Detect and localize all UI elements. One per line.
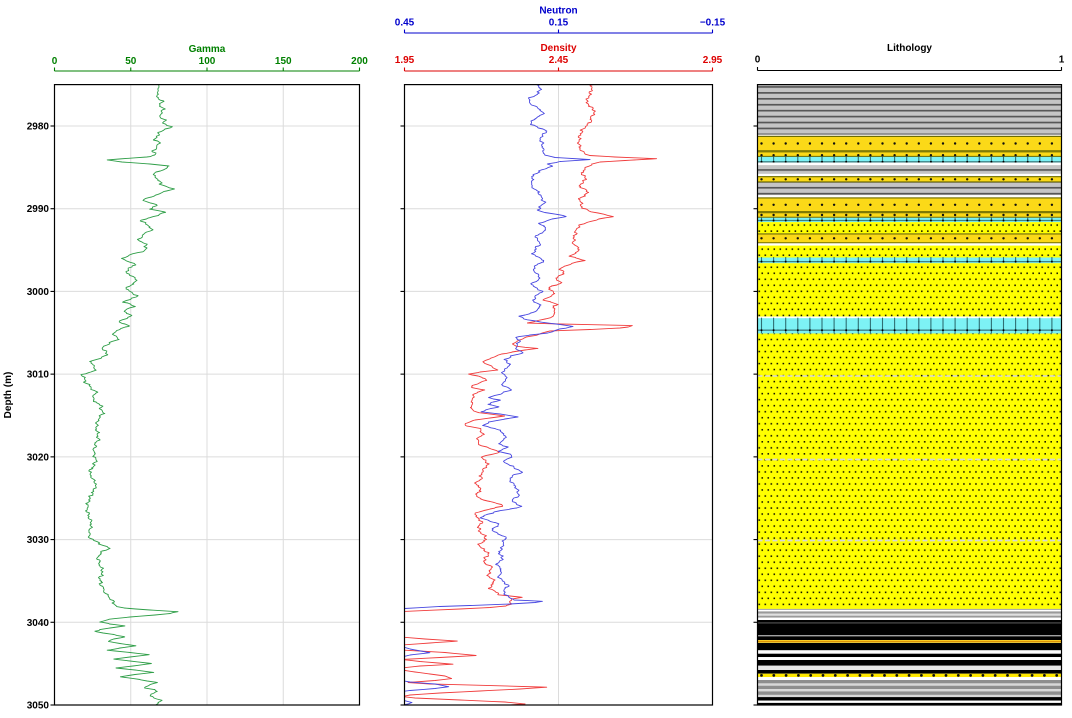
svg-text:3020: 3020 — [27, 452, 50, 463]
svg-text:50: 50 — [125, 56, 137, 67]
svg-text:0: 0 — [755, 55, 761, 66]
svg-text:2990: 2990 — [27, 204, 50, 215]
svg-text:3050: 3050 — [27, 701, 50, 712]
svg-text:3040: 3040 — [27, 618, 50, 629]
svg-text:100: 100 — [199, 56, 216, 67]
svg-text:0.15: 0.15 — [549, 18, 569, 29]
svg-text:150: 150 — [275, 56, 292, 67]
svg-text:Neutron: Neutron — [539, 6, 577, 17]
svg-text:2.45: 2.45 — [549, 55, 569, 66]
svg-text:Lithology: Lithology — [887, 43, 932, 54]
svg-text:−0.15: −0.15 — [700, 18, 726, 29]
svg-text:0: 0 — [52, 56, 58, 67]
svg-text:3010: 3010 — [27, 370, 50, 381]
svg-text:Gamma: Gamma — [189, 44, 226, 55]
svg-text:1.95: 1.95 — [395, 55, 415, 66]
svg-text:0.45: 0.45 — [395, 18, 415, 29]
svg-text:Depth (m): Depth (m) — [3, 372, 14, 419]
svg-text:200: 200 — [351, 56, 368, 67]
svg-text:2.95: 2.95 — [703, 55, 723, 66]
svg-text:3030: 3030 — [27, 535, 50, 546]
svg-text:2980: 2980 — [27, 122, 50, 133]
svg-text:Density: Density — [540, 43, 577, 54]
svg-text:3000: 3000 — [27, 287, 50, 298]
svg-text:1: 1 — [1059, 55, 1065, 66]
